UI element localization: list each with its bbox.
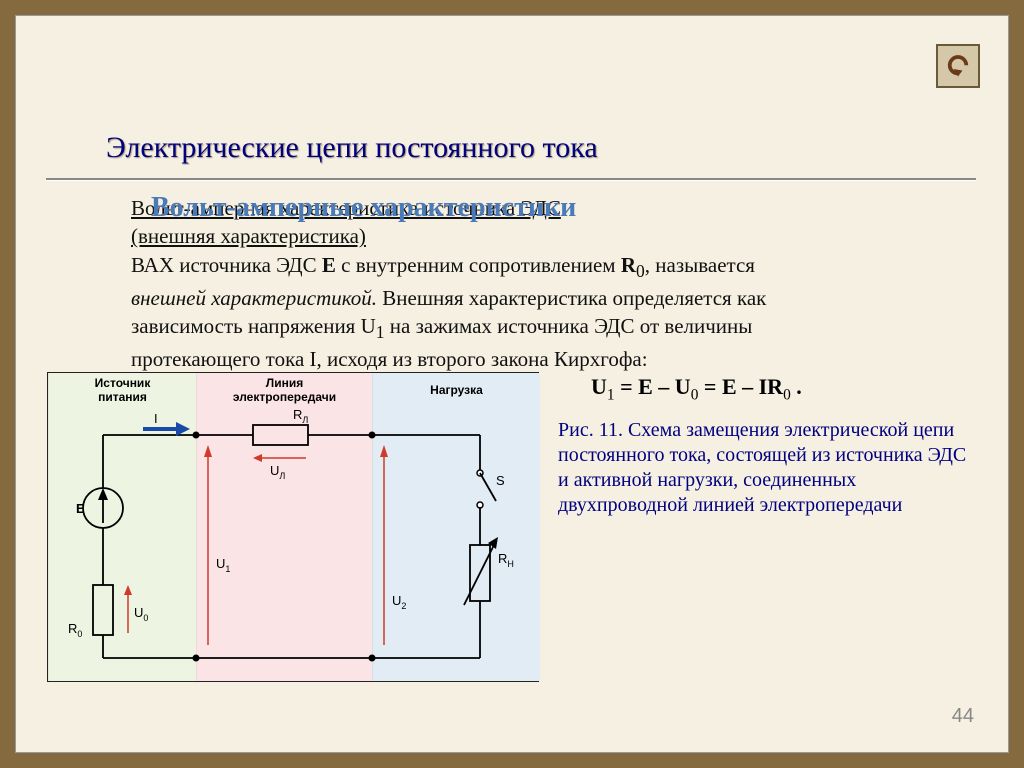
formula: U1 = E – U0 = E – IR0 . xyxy=(591,374,802,404)
body-l2-mid: с внутренним сопротивлением xyxy=(336,253,621,277)
body-l4-U1sub: 1 xyxy=(376,322,385,342)
svg-text:U2: U2 xyxy=(392,593,406,611)
lbl-I: I xyxy=(154,411,158,426)
slide-frame: Электрические цепи постоянного тока Воль… xyxy=(15,15,1009,753)
return-arrow-icon xyxy=(943,51,973,81)
svg-text:RЛ: RЛ xyxy=(293,407,308,425)
svg-text:U1: U1 xyxy=(216,556,230,574)
lbl-S: S xyxy=(496,473,505,488)
figure-caption: Рис. 11. Схема замещения электрической ц… xyxy=(558,418,978,518)
svg-text:UЛ: UЛ xyxy=(270,463,285,481)
body-l5: протекающего тока I, исходя из второго з… xyxy=(131,347,648,371)
body-l3-em: внешней характеристикой. xyxy=(131,286,377,310)
body-line1b: (внешняя характеристика) xyxy=(131,224,366,248)
body-l3-rest: Внешняя характеристика определяется как xyxy=(377,286,766,310)
body-l2-R0: R xyxy=(621,253,636,277)
lbl-E: E xyxy=(76,501,85,516)
page-number: 44 xyxy=(952,705,974,728)
body-l2-R0sub: 0 xyxy=(636,261,645,281)
body-l2-E: E xyxy=(322,253,336,277)
title-rule xyxy=(46,178,976,181)
slide-title: Электрические цепи постоянного тока xyxy=(106,131,598,165)
body-l2-post: , называется xyxy=(645,253,755,277)
body-l4-U1: U xyxy=(361,314,376,338)
circuit-svg: I RЛ UЛ E R0 U0 U1 U2 xyxy=(48,373,540,683)
subtitle-overlay: Вольт-амперные характеристики xyxy=(151,192,576,224)
svg-text:U0: U0 xyxy=(134,605,148,623)
svg-text:RН: RН xyxy=(498,551,514,569)
body-l4-pre: зависимость напряжения xyxy=(131,314,361,338)
svg-text:R0: R0 xyxy=(68,621,82,639)
circuit-diagram: Источникпитания Линияэлектропередачи Наг… xyxy=(47,372,539,682)
back-button[interactable] xyxy=(936,44,980,88)
body-l4-mid: на зажимах источника ЭДС от величины xyxy=(385,314,753,338)
body-l2-pre: ВАХ источника ЭДС xyxy=(131,253,322,277)
